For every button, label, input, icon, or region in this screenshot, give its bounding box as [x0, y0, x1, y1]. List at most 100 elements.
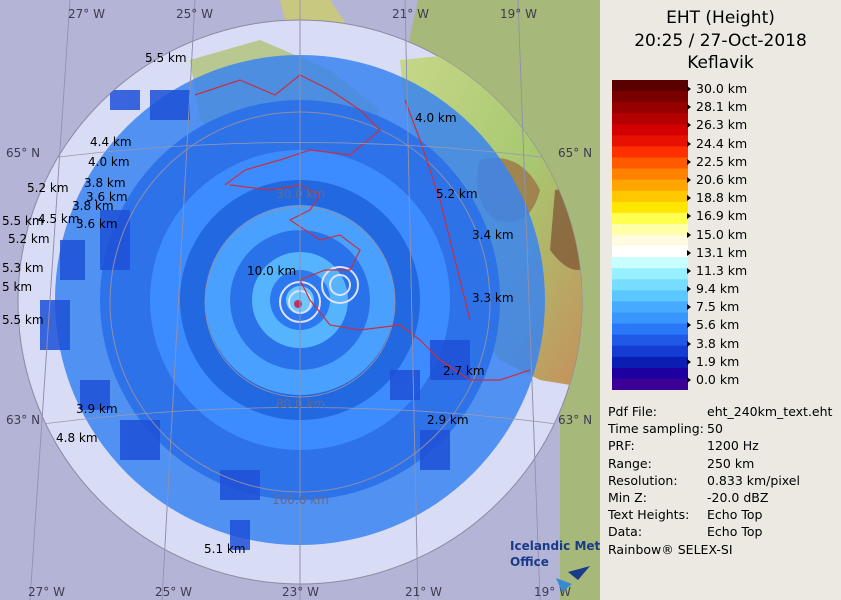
info-key: Text Heights:	[608, 507, 690, 523]
product-title: EHT (Height)	[666, 8, 775, 28]
lat-label-65n-right: 65° N	[558, 146, 592, 160]
scale-label: 24.4 km	[696, 135, 748, 151]
lon-label-21w-top: 21° W	[392, 7, 429, 21]
lat-label-63n-left: 63° N	[6, 413, 40, 427]
scale-tick-icon	[687, 286, 691, 293]
range-ring-labels: 10.0 km 30.0 km 80.0 km 160.0 km	[247, 187, 329, 507]
logo-mark-icon-2	[556, 578, 572, 592]
height-label: 2.9 km	[427, 413, 469, 427]
height-label: 5.5 km	[145, 51, 187, 65]
color-swatch	[612, 146, 688, 159]
color-swatch	[612, 301, 688, 314]
height-label: 5.1 km	[204, 542, 246, 556]
color-swatch	[612, 201, 688, 214]
software-credit: Rainbow® SELEX-SI	[608, 542, 733, 557]
height-label: 4.0 km	[415, 111, 457, 125]
info-value: Echo Top	[707, 507, 763, 523]
lat-label-65n-left: 65° N	[6, 146, 40, 160]
scale-label: 26.3 km	[696, 117, 748, 133]
secondary-ring	[329, 274, 351, 296]
lat-label-63n-right: 63° N	[558, 413, 592, 427]
scale-tick-icon	[687, 340, 691, 347]
height-labels: 5.5 km 4.4 km 4.0 km 3.8 km 3.6 km 5.2 k…	[2, 51, 514, 556]
scale-label: 11.3 km	[696, 262, 748, 278]
height-label: 5.2 km	[436, 187, 478, 201]
logo-text-line1: Icelandic Met	[510, 539, 600, 553]
height-label: 3.6 km	[76, 217, 118, 231]
color-swatch	[612, 378, 688, 390]
scale-label: 0.0 km	[696, 372, 740, 387]
scale-tick-icon	[687, 213, 691, 220]
color-swatch	[612, 268, 688, 280]
height-label: 5.5 km	[2, 313, 44, 327]
scale-tick-icon	[687, 176, 691, 183]
coordinate-labels: 27° W 25° W 21° W 19° W 27° W 25° W 23° …	[6, 7, 592, 599]
scale-tick-icon	[687, 140, 691, 147]
height-label: 4.0 km	[88, 155, 130, 169]
color-swatch	[612, 102, 688, 114]
datetime-title: 20:25 / 27-Oct-2018	[634, 31, 807, 51]
scale-label: 28.1 km	[696, 99, 748, 115]
lon-label-25w-top: 25° W	[176, 7, 213, 21]
graticule-outside	[29, 0, 541, 600]
color-swatch	[612, 80, 688, 92]
color-swatch	[612, 345, 688, 358]
lon-label-25w-bottom: 25° W	[155, 585, 192, 599]
scale-label: 13.1 km	[696, 244, 748, 260]
color-swatch	[612, 113, 688, 125]
scale-tick-icon	[687, 195, 691, 202]
color-swatch	[612, 246, 688, 258]
color-swatch	[612, 212, 688, 225]
radar-site-marker	[294, 300, 302, 308]
scale-tick-icon	[687, 104, 691, 111]
color-swatch	[612, 279, 688, 291]
radar-map: 27° W 25° W 21° W 19° W 27° W 25° W 23° …	[0, 0, 600, 600]
color-swatch	[612, 356, 688, 369]
color-swatch	[612, 190, 688, 203]
logo-mark-icon	[568, 566, 590, 580]
echo-patches	[40, 90, 470, 550]
color-swatch	[612, 135, 688, 148]
scale-tick-icon	[687, 322, 691, 329]
scale-label: 20.6 km	[696, 171, 748, 187]
info-value: 250 km	[707, 455, 755, 471]
scale-label: 1.9 km	[696, 353, 740, 369]
height-label: 2.7 km	[443, 364, 485, 378]
height-label: 5.5 km	[2, 214, 44, 228]
scale-label: 3.8 km	[696, 335, 740, 351]
color-swatch	[612, 223, 688, 236]
height-label: 4.5 km	[38, 212, 80, 226]
scale-tick-icon	[687, 158, 691, 165]
scale-label: 5.6 km	[696, 317, 740, 333]
color-swatch	[612, 312, 688, 325]
color-swatch	[612, 124, 688, 136]
scale-tick-icon	[687, 231, 691, 238]
lon-label-21w-bottom: 21° W	[405, 585, 442, 599]
scale-tick-icon	[687, 122, 691, 129]
info-key: Time sampling:	[608, 421, 704, 437]
info-key: Min Z:	[608, 490, 647, 505]
scale-tick-icon	[687, 358, 691, 365]
scale-tick-icon	[687, 304, 691, 311]
scale-tick-icon	[687, 267, 691, 274]
range-label-160km: 160.0 km	[272, 493, 329, 507]
color-scale-bar	[612, 80, 688, 390]
range-label-10km: 10.0 km	[247, 264, 296, 278]
height-label: 5.2 km	[27, 181, 69, 195]
scale-label: 15.0 km	[696, 226, 748, 242]
lon-label-27w-bottom: 27° W	[28, 585, 65, 599]
height-label: 3.6 km	[86, 190, 128, 204]
height-label: 3.8 km	[84, 176, 126, 190]
scale-tick-icon	[687, 86, 691, 92]
height-label: 3.3 km	[472, 291, 514, 305]
range-label-80km: 80.0 km	[276, 397, 325, 411]
height-label: 5 km	[2, 280, 32, 294]
color-swatch	[612, 235, 688, 247]
height-label: 3.4 km	[472, 228, 514, 242]
color-swatch	[612, 168, 688, 181]
scale-tick-icon	[687, 249, 691, 256]
height-label: 5.2 km	[8, 232, 50, 246]
info-key: Range:	[608, 455, 652, 471]
scale-label: 7.5 km	[696, 299, 740, 315]
